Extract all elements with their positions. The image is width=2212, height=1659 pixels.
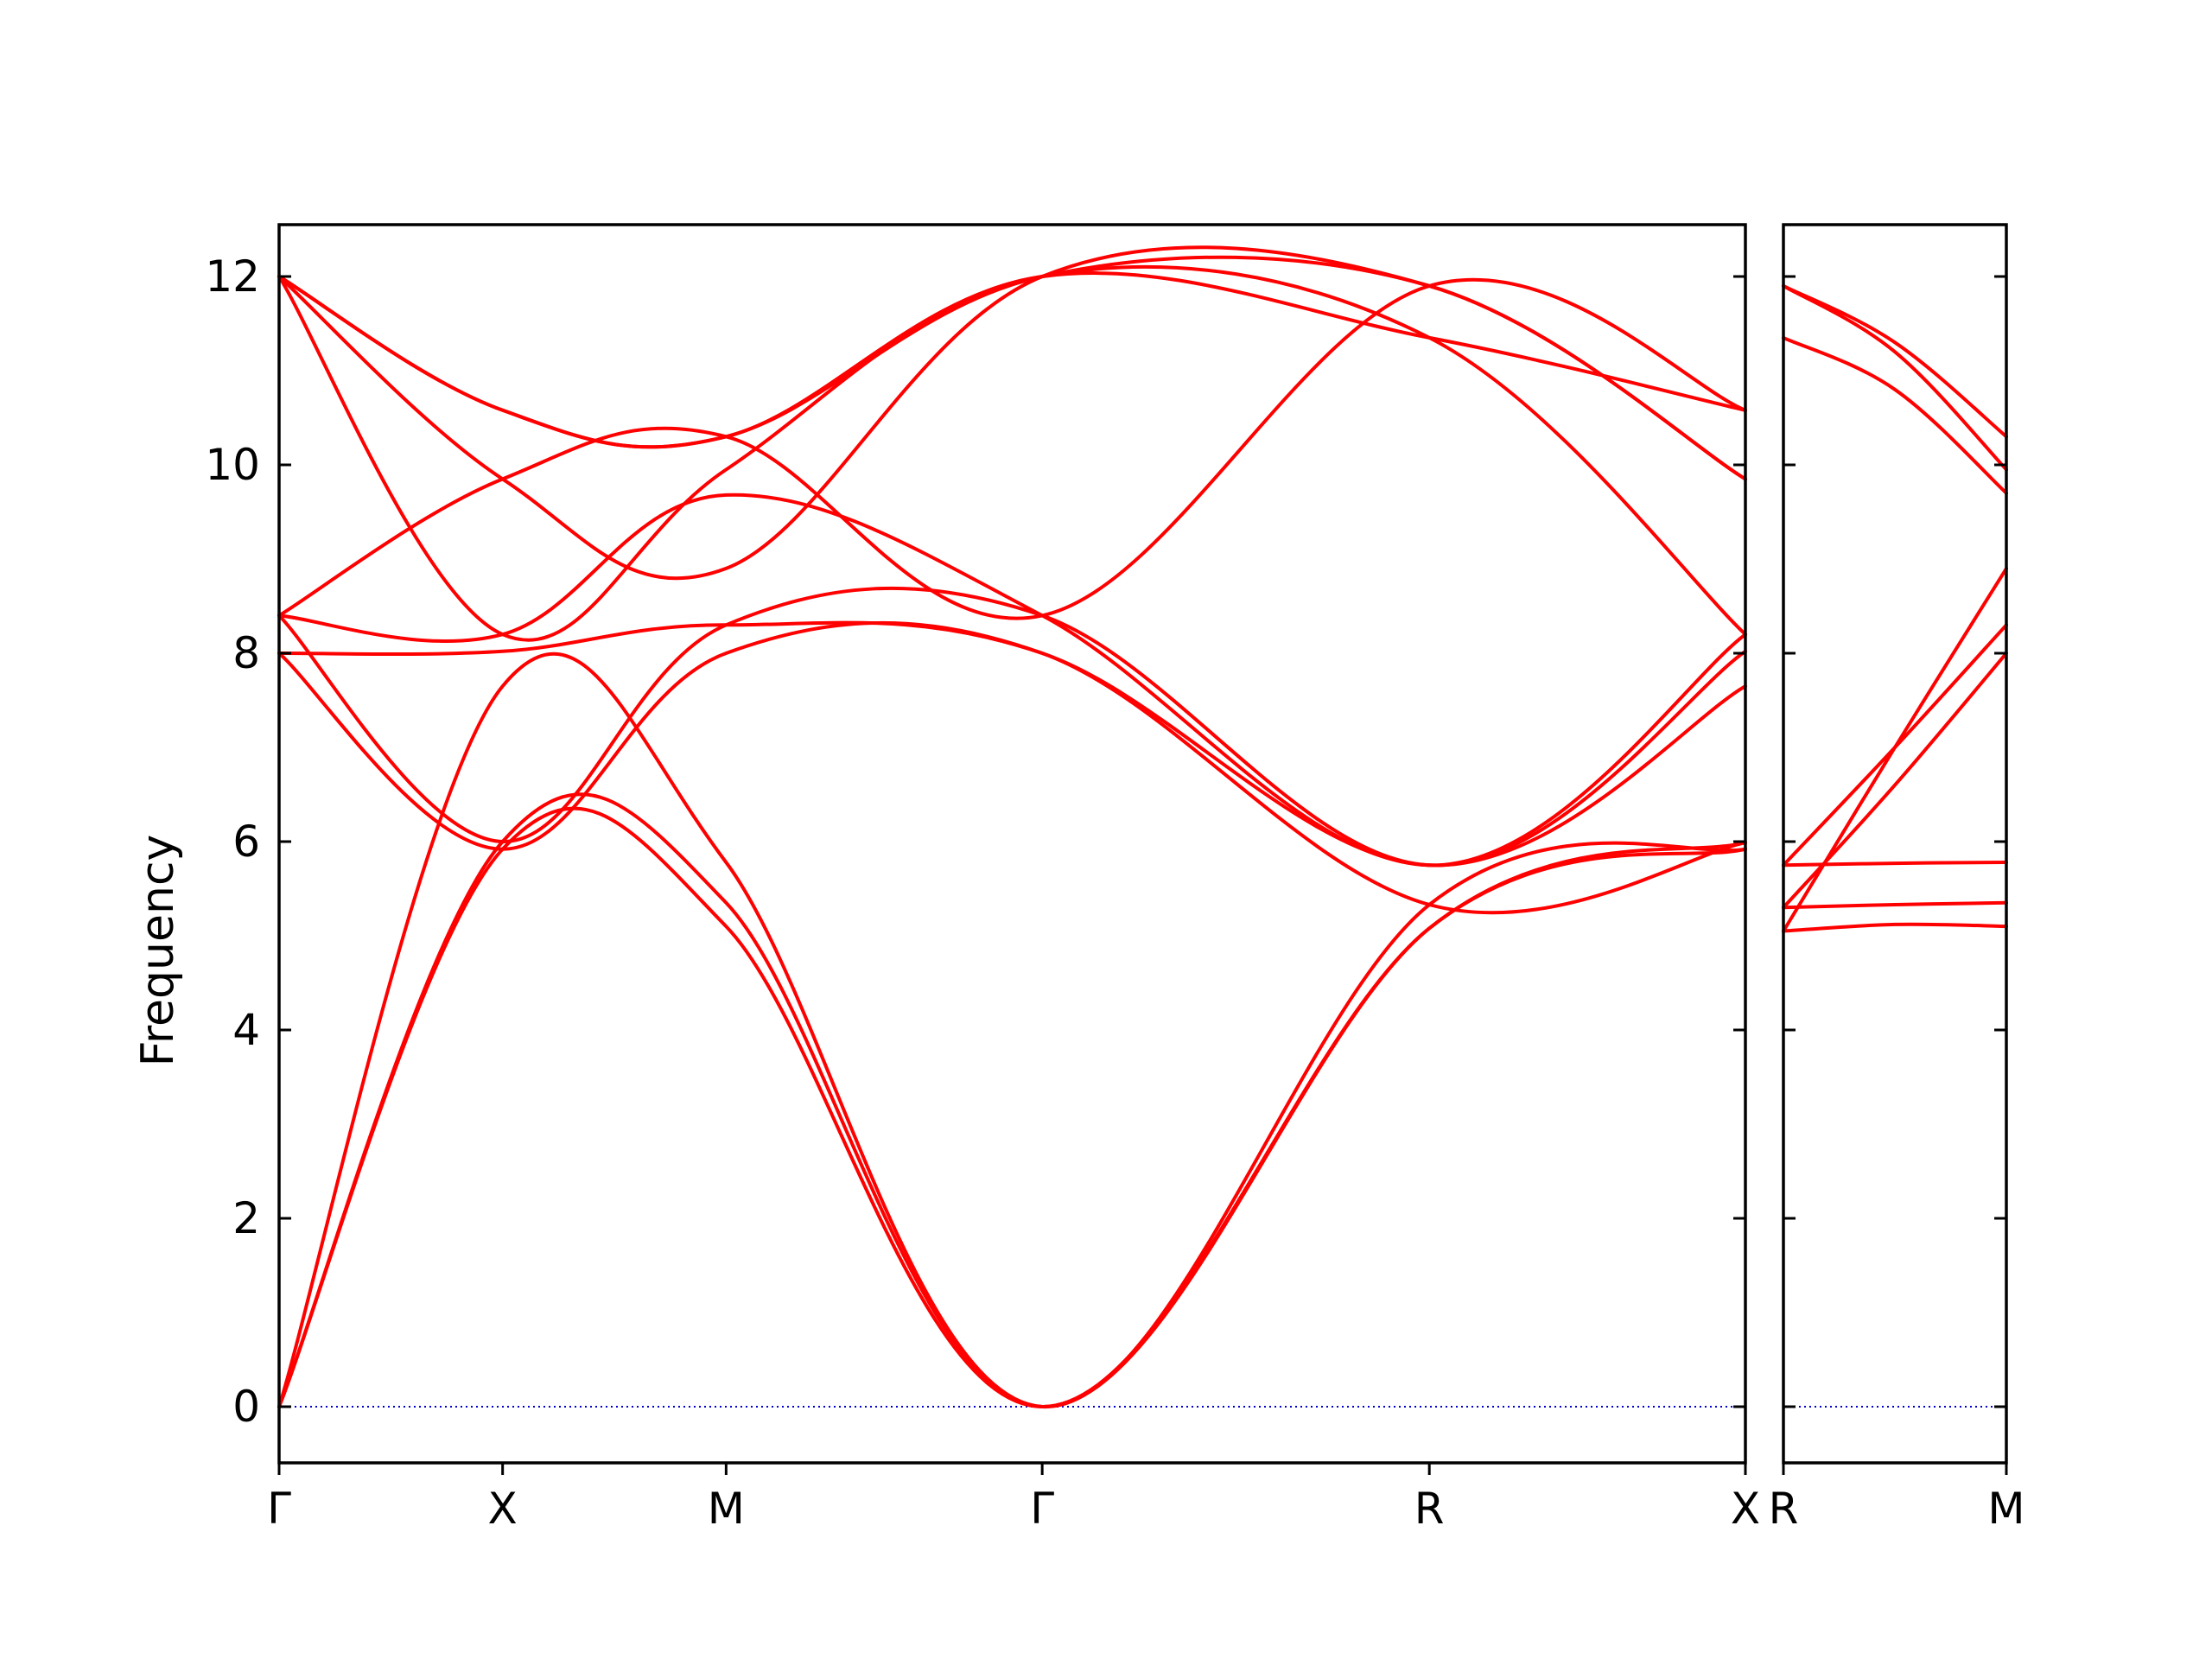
x-tick-label: X xyxy=(488,1484,518,1534)
band-line-12 xyxy=(277,270,1747,449)
x-tick-label: M xyxy=(708,1484,745,1534)
y-tick-label: 2 xyxy=(232,1193,260,1243)
band-line-5 xyxy=(277,620,1747,868)
y-tick-label: 8 xyxy=(232,628,260,678)
band-line-9 xyxy=(1782,283,2008,439)
band-line-2 xyxy=(1782,900,2008,910)
band-panel-main: 0 2 4 6 8 10 12 Γ X M Γ R X xyxy=(205,223,1760,1534)
x-tick-label: Γ xyxy=(1030,1484,1054,1534)
band-line-8 xyxy=(1782,283,2008,472)
band-line-8 xyxy=(277,264,1747,642)
y-tick-label: 4 xyxy=(232,1005,260,1055)
y-tick-label: 12 xyxy=(205,251,260,302)
band-line-3 xyxy=(277,652,1747,1409)
band-line-7 xyxy=(1782,335,2008,495)
y-axis-label: Frequency xyxy=(132,835,184,1067)
y-tick-label: 10 xyxy=(205,440,260,490)
plot-frame xyxy=(1782,223,2008,1465)
band-line-11 xyxy=(277,277,1747,620)
band-line-1 xyxy=(277,806,1747,1408)
band-line-4 xyxy=(1782,861,2008,868)
band-line-1 xyxy=(1782,922,2008,933)
band-line-4 xyxy=(277,620,1747,915)
x-tick-label: R xyxy=(1414,1484,1445,1534)
band-line-6 xyxy=(277,586,1747,868)
x-tick-label: X xyxy=(1731,1484,1760,1534)
y-tick-label: 6 xyxy=(232,817,260,867)
band-line-6 xyxy=(1782,566,2008,933)
plot-frame xyxy=(277,223,1747,1465)
x-tick-label: R xyxy=(1769,1484,1799,1534)
band-line-7 xyxy=(277,493,1747,868)
x-tick-label: M xyxy=(1987,1484,2024,1534)
x-tick-label: Γ xyxy=(267,1484,291,1534)
y-tick-label: 0 xyxy=(232,1382,260,1432)
band-line-3 xyxy=(1782,652,2008,910)
band-line-9 xyxy=(277,245,1747,581)
band-line-2 xyxy=(277,792,1747,1409)
